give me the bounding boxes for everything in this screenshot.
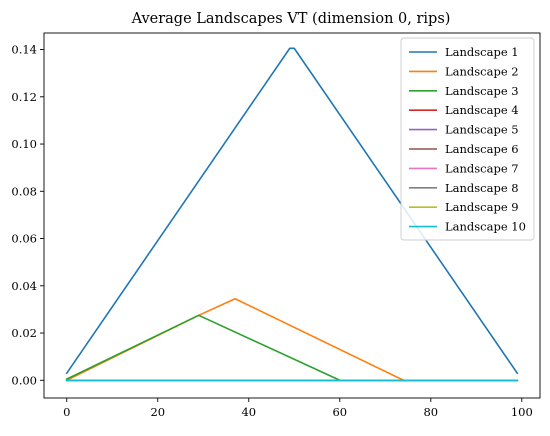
- legend-label: Landscape 4: [445, 103, 519, 117]
- axes: 0 20 40 60 80 100 0.00 0.02 0.04 0.06 0.08 0.10 0.12…: [11, 32, 541, 419]
- legend-label: Landscape 1: [445, 45, 519, 59]
- legend-label: Landscape 7: [445, 161, 519, 175]
- x-tick-label: 40: [241, 405, 256, 419]
- x-tick-label: 60: [332, 405, 347, 419]
- legend-label: Landscape 6: [445, 142, 519, 156]
- y-tick-label: 0.10: [11, 137, 37, 151]
- legend-label: Landscape 2: [445, 64, 519, 78]
- x-tick-label: 100: [511, 405, 533, 419]
- legend-label: Landscape 5: [445, 123, 519, 137]
- x-tick-label: 0: [63, 405, 70, 419]
- series-line-2: [65, 297, 519, 382]
- legend-box: [400, 37, 535, 241]
- chart-title: Average Landscapes VT (dimension 0, rips…: [131, 11, 451, 27]
- legend-label: Landscape 10: [445, 220, 526, 234]
- y-tick-label: 0.06: [11, 232, 37, 246]
- legend-label: Landscape 9: [445, 200, 519, 214]
- y-tick-label: 0.14: [11, 43, 37, 57]
- x-tick-label: 80: [423, 405, 438, 419]
- y-tick-label: 0.04: [11, 279, 37, 293]
- y-tick-label: 0.08: [11, 184, 37, 198]
- y-tick-label: 0.00: [11, 373, 37, 387]
- legend: Landscape 1 Landscape 2 Landscape 3 Landsca…: [400, 37, 535, 241]
- legend-label: Landscape 8: [445, 181, 519, 195]
- x-tick-label: 20: [150, 405, 165, 419]
- axes-frame: [43, 32, 541, 399]
- legend-label: Landscape 3: [445, 84, 519, 98]
- y-tick-label: 0.02: [11, 326, 37, 340]
- y-tick-label: 0.12: [11, 90, 37, 104]
